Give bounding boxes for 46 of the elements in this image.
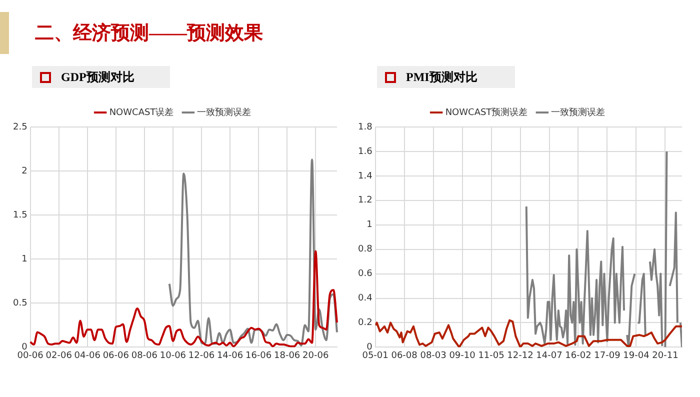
chart-title: PMI预测对比 <box>406 68 478 86</box>
x-tick-label: 00-06 <box>17 350 44 361</box>
x-tick-label: 17-09 <box>594 350 621 361</box>
chart-title: GDP预测对比 <box>61 68 134 86</box>
x-tick-label: 11-05 <box>478 350 504 361</box>
x-tick-label: 06-08 <box>391 350 418 361</box>
legend-label: 一致预测误差 <box>197 106 252 118</box>
y-tick-label: 1.4 <box>358 171 373 182</box>
x-tick-label: 12-06 <box>188 350 215 361</box>
y-tick-label: 0.6 <box>358 269 373 280</box>
x-tick-label: 06-06 <box>102 350 130 361</box>
y-tick-label: 1 <box>22 254 28 264</box>
y-tick-label: 0 <box>22 342 28 353</box>
legend-label: 一致预测误差 <box>551 106 606 118</box>
y-tick-label: 1 <box>366 220 372 230</box>
y-tick-label: 2 <box>22 166 28 176</box>
legend-label: NOWCAST预测误差 <box>445 106 528 118</box>
x-tick-label: 14-07 <box>536 350 562 361</box>
y-tick-label: 1.6 <box>358 146 373 157</box>
line-series <box>168 158 338 346</box>
y-tick-label: 1.2 <box>358 196 372 206</box>
text: 二、经济预测——预测效果 <box>35 22 263 46</box>
x-tick-label: 16-06 <box>245 350 272 361</box>
y-tick-label: 1.8 <box>358 122 373 132</box>
x-tick-label: 10-06 <box>160 350 186 361</box>
x-tick-label: 05-01 <box>362 350 388 361</box>
x-tick-label: 18-06 <box>274 350 300 361</box>
y-tick-label: 1.5 <box>12 210 28 220</box>
x-tick-label: 20-11 <box>652 350 678 361</box>
x-tick-label: 14-06 <box>216 350 244 361</box>
x-tick-label: 08-03 <box>420 350 446 361</box>
x-tick-label: 20-06 <box>302 350 329 361</box>
y-tick-label: 2.5 <box>12 122 28 132</box>
y-tick-label: 0.8 <box>358 244 373 255</box>
y-tick-label: 0.2 <box>358 318 372 328</box>
y-tick-label: 0 <box>366 342 373 353</box>
x-tick-label: 19-04 <box>623 350 650 361</box>
x-tick-label: 08-06 <box>131 350 158 361</box>
y-tick-label: 0.5 <box>12 298 28 309</box>
x-tick-label: 12-12 <box>507 350 534 361</box>
x-tick-label: 09-10 <box>449 350 476 361</box>
x-tick-label: 16-02 <box>565 350 592 361</box>
legend-label: NOWCAST误差 <box>109 106 174 118</box>
y-tick-label: 0.4 <box>358 294 373 304</box>
x-tick-label: 04-06 <box>74 350 101 361</box>
x-tick-label: 02-06 <box>46 350 72 361</box>
